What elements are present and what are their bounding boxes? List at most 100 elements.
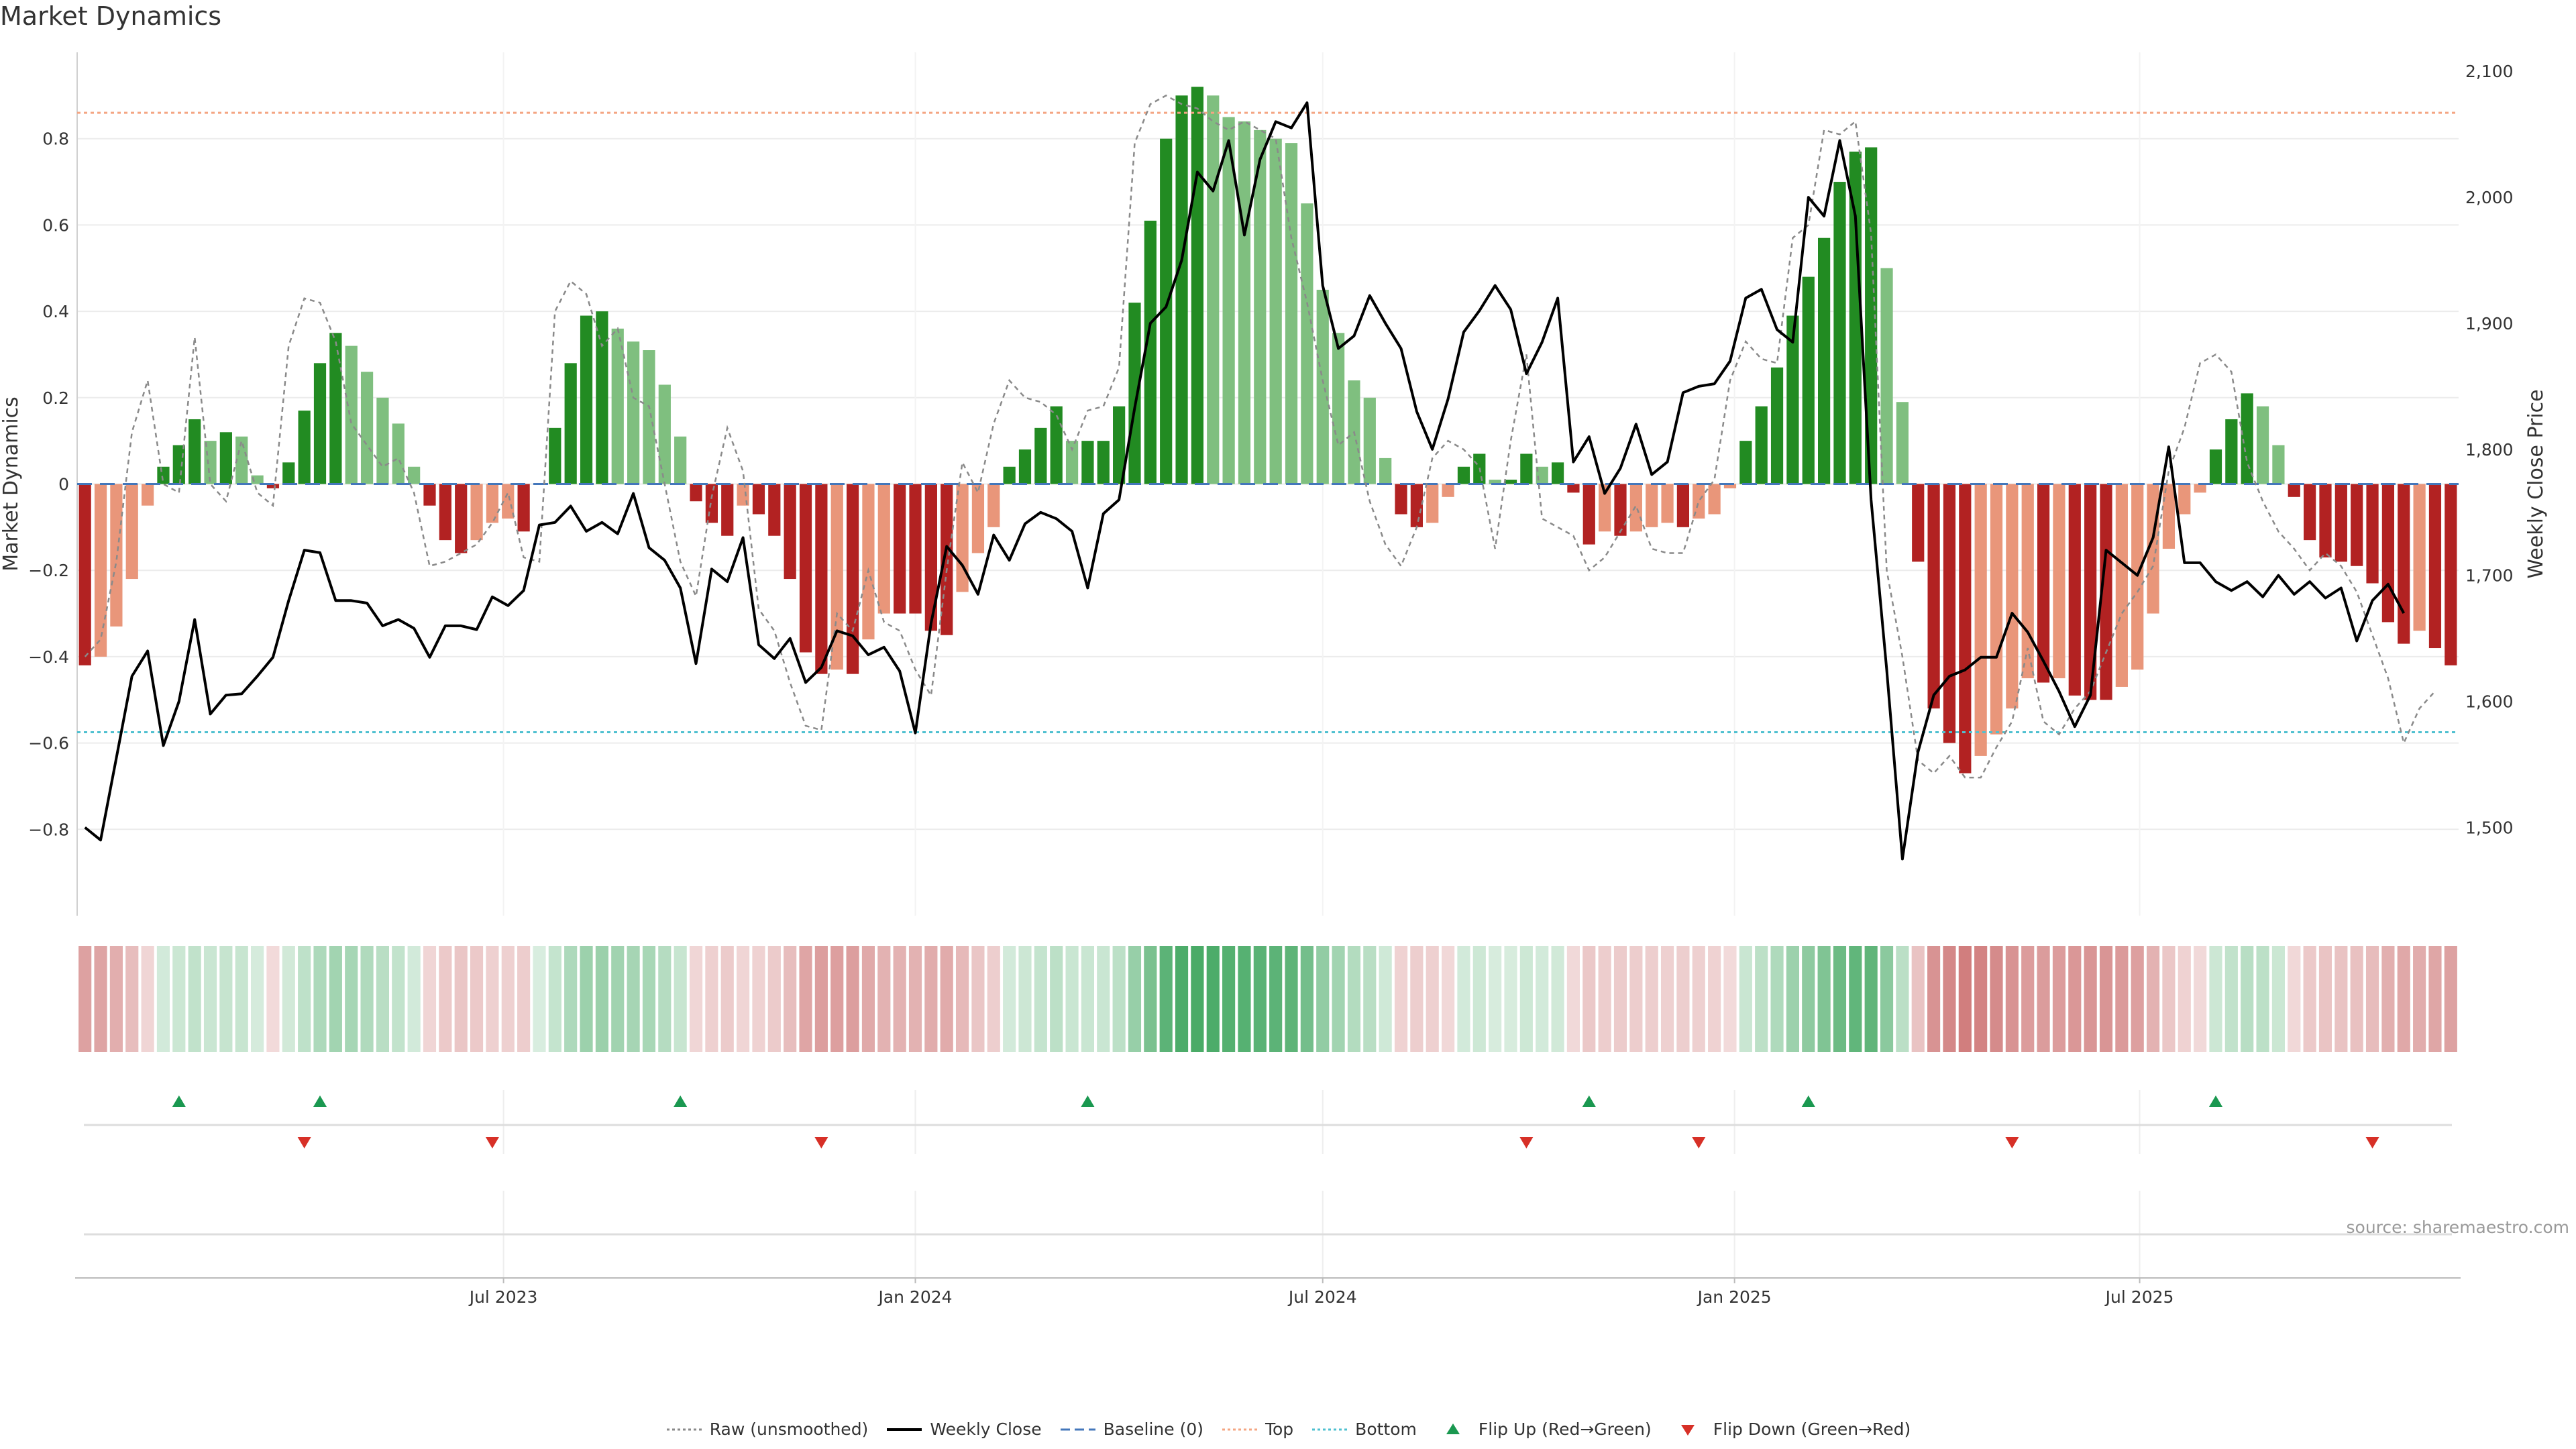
regime-stripe-cell — [2350, 946, 2363, 1052]
market-dynamics-bar — [1646, 484, 1658, 527]
market-dynamics-bar — [282, 462, 295, 484]
regime-stripe-cell — [1613, 946, 1627, 1052]
flip-down-marker — [1519, 1137, 1534, 1148]
chart-title: Market Dynamics — [0, 1, 222, 31]
market-dynamics-bar — [2381, 484, 2395, 623]
legend-weekly-close-label: Weekly Close — [930, 1419, 1042, 1439]
regime-stripe-cell — [78, 946, 92, 1052]
regime-stripe-cell — [971, 946, 985, 1052]
regime-stripe-cell — [1253, 946, 1267, 1052]
market-dynamics-bar — [1943, 484, 1956, 743]
regime-stripe-cell — [752, 946, 765, 1052]
regime-stripe-cell — [908, 946, 922, 1052]
market-dynamics-bar — [1301, 203, 1313, 484]
legend-baseline-symbol — [1060, 1428, 1095, 1430]
flip-up-marker — [1801, 1095, 1815, 1107]
x-tick-label: Jan 2024 — [877, 1287, 952, 1307]
market-dynamics-bar — [2445, 484, 2457, 665]
market-dynamics-bar — [235, 436, 248, 484]
market-dynamics-bar — [2366, 484, 2379, 584]
regime-stripe-cell — [846, 946, 859, 1052]
regime-stripe-cell — [203, 946, 217, 1052]
regime-stripe-cell — [2271, 946, 2285, 1052]
legend-raw-label: Raw (unsmoothed) — [709, 1419, 869, 1439]
market-dynamics-bar — [1316, 289, 1329, 484]
regime-stripe-cell — [2256, 946, 2269, 1052]
regime-stripe-cell — [1990, 946, 2003, 1052]
market-dynamics-bar — [125, 484, 138, 580]
regime-stripe-cell — [2318, 946, 2332, 1052]
regime-stripe-cell — [219, 946, 233, 1052]
x-tick-label: Jul 2024 — [1287, 1287, 1357, 1307]
regime-stripe-cell — [658, 946, 672, 1052]
regime-stripe-cell — [1191, 946, 1204, 1052]
regime-stripe-cell — [940, 946, 953, 1052]
market-dynamics-bar — [1599, 484, 1611, 532]
regime-stripe-cell — [1629, 946, 1643, 1052]
x-tick-label: Jan 2025 — [1697, 1287, 1772, 1307]
regime-stripe-cell — [2115, 946, 2129, 1052]
regime-stripe-cell — [595, 946, 608, 1052]
regime-stripe-cell — [2428, 946, 2442, 1052]
regime-stripe-cell — [282, 946, 295, 1052]
market-dynamics-bar — [1457, 466, 1470, 484]
legend-bottom-label: Bottom — [1355, 1419, 1417, 1439]
market-dynamics-bar — [1865, 147, 1878, 484]
market-dynamics-bar — [1269, 138, 1282, 484]
market-dynamics-bar — [941, 484, 953, 635]
market-dynamics-bar — [1629, 484, 1642, 532]
market-dynamics-bar — [2351, 484, 2363, 566]
regime-stripe-cell — [345, 946, 358, 1052]
regime-stripe-cell — [1645, 946, 1658, 1052]
market-dynamics-bar — [924, 484, 937, 631]
regime-stripe-cell — [1536, 946, 1549, 1052]
market-dynamics-bar — [1363, 397, 1376, 484]
market-dynamics-bar — [1191, 87, 1204, 484]
market-dynamics-bar — [2068, 484, 2081, 696]
legend-baseline: Baseline (0) — [1059, 1419, 1203, 1439]
market-dynamics-bar — [219, 432, 232, 484]
market-dynamics-bar — [408, 466, 421, 484]
regime-stripe-cell — [1958, 946, 1972, 1052]
regime-stripe-cell — [564, 946, 578, 1052]
market-dynamics-bar — [1693, 484, 1705, 519]
regime-stripe-cell — [439, 946, 452, 1052]
market-dynamics-bar — [1238, 121, 1251, 484]
y-axis-title: Market Dynamics — [0, 396, 23, 572]
regime-stripe-cell — [1692, 946, 1705, 1052]
regime-stripe-cell — [2444, 946, 2457, 1052]
legend-flip-up: Flip Up (Red→Green) — [1434, 1419, 1652, 1439]
regime-stripe-cell — [1817, 946, 1831, 1052]
regime-stripe-cell — [2288, 946, 2301, 1052]
regime-stripe-cell — [1896, 946, 1909, 1052]
regime-stripe-cell — [1222, 946, 1236, 1052]
regime-stripe-cell — [172, 946, 186, 1052]
regime-stripe-cell — [2224, 946, 2238, 1052]
market-dynamics-bar — [486, 484, 499, 523]
legend-top: Top — [1221, 1419, 1293, 1439]
regime-stripe-cell — [1206, 946, 1220, 1052]
market-dynamics-bar — [1222, 117, 1235, 484]
legend-bottom-symbol — [1312, 1428, 1348, 1430]
regime-stripe-cell — [533, 946, 546, 1052]
market-dynamics-bar — [611, 328, 624, 484]
regime-stripe-cell — [1112, 946, 1126, 1052]
legend-flip-down: Flip Down (Green→Red) — [1669, 1419, 1911, 1439]
market-dynamics-bar — [705, 484, 718, 523]
y2-tick-label: 1,700 — [2465, 566, 2514, 586]
regime-stripe-cell — [1504, 946, 1517, 1052]
market-dynamics-bar — [376, 397, 389, 484]
market-dynamics-bar — [1442, 484, 1454, 497]
market-dynamics-bar — [894, 484, 906, 614]
market-dynamics-bar — [2178, 484, 2191, 515]
regime-stripe-cell — [1316, 946, 1330, 1052]
regime-stripe-cell — [1238, 946, 1251, 1052]
regime-stripe-cell — [392, 946, 405, 1052]
market-dynamics-bar — [360, 372, 374, 484]
legend-raw-symbol — [666, 1428, 702, 1430]
regime-stripe-cell — [611, 946, 625, 1052]
market-dynamics-bar — [1739, 441, 1752, 484]
regime-stripe-cell — [1864, 946, 1878, 1052]
regime-stripe-cell — [1943, 946, 1956, 1052]
